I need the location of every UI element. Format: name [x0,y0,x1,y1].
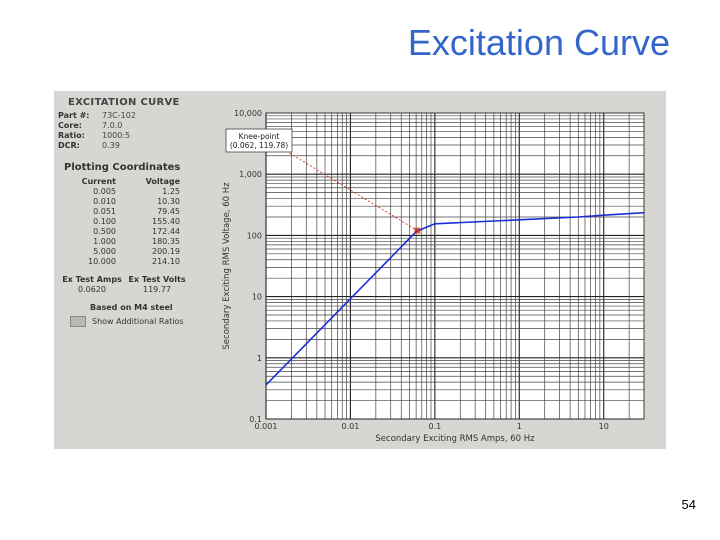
ex-test-table: Ex Test Amps Ex Test Volts 0.0620 119.77 [62,275,192,295]
y-tick-label: 1 [257,354,262,363]
ex-test-amps-value: 0.0620 [78,285,106,294]
show-additional-ratios-option[interactable]: Show Additional Ratios [70,316,184,327]
x-tick-label: 10 [599,422,609,431]
coordinate-row: 0.100 155.40 [62,217,180,227]
ex-test-volts-value: 119.77 [143,285,171,294]
coordinate-row: 0.051 79.45 [62,207,180,217]
info-value: 73C-102 [102,111,136,120]
steel-note: Based on M4 steel [90,303,173,312]
voltage-value: 1.25 [162,187,180,196]
y-tick-label: 10 [252,293,262,302]
info-label: Ratio: [58,131,85,140]
voltage-value: 10.30 [157,197,180,206]
knee-point-marker [414,227,421,234]
knee-point-label: Knee-point [239,132,280,141]
info-row: DCR: 0.39 [58,141,136,151]
info-row: Part #: 73C-102 [58,111,136,121]
info-label: Part #: [58,111,90,120]
current-value: 0.005 [93,187,116,196]
current-value: 1.000 [93,237,116,246]
y-tick-label: 10,000 [234,109,262,118]
info-value: 1000:5 [102,131,131,140]
knee-point-box [225,128,293,153]
ex-test-row: 0.0620 119.77 [62,285,192,295]
info-value: 0.39 [102,141,120,150]
current-value: 0.010 [93,197,116,206]
coordinates-table: Current Voltage 0.005 1.25 0.010 10.30 0.051… [62,177,180,267]
show-additional-ratios-label: Show Additional Ratios [92,317,184,326]
voltage-value: 214.10 [152,257,180,266]
current-value: 10.000 [88,257,116,266]
info-row: Core: 7.0.0 [58,121,136,131]
coordinate-row: 0.005 1.25 [62,187,180,197]
ex-test-volts-header: Ex Test Volts [128,275,186,284]
current-value: 5.000 [93,247,116,256]
knee-point-leader [285,150,418,231]
voltage-value: 180.35 [152,237,180,246]
x-tick-label: 0.01 [342,422,360,431]
coordinates-header: Current Voltage [62,177,180,187]
coordinate-row: 5.000 200.19 [62,247,180,257]
info-row: Ratio: 1000:5 [58,131,136,141]
y-axis-label: Secondary Exciting RMS Voltage, 60 Hz [222,182,232,350]
x-tick-label: 0.1 [428,422,441,431]
x-tick-label: 0.001 [255,422,278,431]
voltage-value: 79.45 [157,207,180,216]
info-value: 7.0.0 [102,121,123,130]
slide-title: Excitation Curve [407,22,670,63]
ex-test-amps-header: Ex Test Amps [62,275,122,284]
excitation-chart: 0.001 0.01 0.1 1 10 0.1 1 10 100 1,000 10,000 Secon… [222,109,645,444]
coordinate-row: 0.500 172.44 [62,227,180,237]
y-tick-label: 100 [247,231,262,240]
coordinate-row: 0.010 10.30 [62,197,180,207]
plot-area [265,112,645,420]
voltage-header: Voltage [145,177,180,186]
info-panel: EXCITATION CURVE Part #: 73C-102 Core: 7.0.… [54,91,214,449]
current-header: Current [81,177,116,186]
info-label: DCR: [58,141,80,150]
y-tick-label: 0.1 [249,415,262,424]
coordinate-row: 1.000 180.35 [62,237,180,247]
y-tick-label: 1,000 [239,170,262,179]
knee-point-label: (0.062, 119.78) [230,141,288,150]
part-info: Part #: 73C-102 Core: 7.0.0 Ratio: 1000:5 DCR:… [58,111,136,151]
plotting-coordinates-title: Plotting Coordinates [64,162,181,173]
voltage-value: 155.40 [152,217,180,226]
x-axis-label: Secondary Exciting RMS Amps, 60 Hz [375,434,535,444]
show-additional-ratios-checkbox[interactable] [70,316,86,327]
page-number: 54 [681,497,696,512]
voltage-value: 200.19 [152,247,180,256]
panel-title: EXCITATION CURVE [68,97,180,108]
excitation-curve-screenshot: EXCITATION CURVE Part #: 73C-102 Core: 7.0.… [54,91,666,449]
voltage-value: 172.44 [152,227,180,236]
current-value: 0.100 [93,217,116,226]
current-value: 0.051 [93,207,116,216]
ex-test-header: Ex Test Amps Ex Test Volts [62,275,192,285]
current-value: 0.500 [93,227,116,236]
info-label: Core: [58,121,82,130]
x-tick-label: 1 [517,422,522,431]
coordinate-row: 10.000 214.10 [62,257,180,267]
